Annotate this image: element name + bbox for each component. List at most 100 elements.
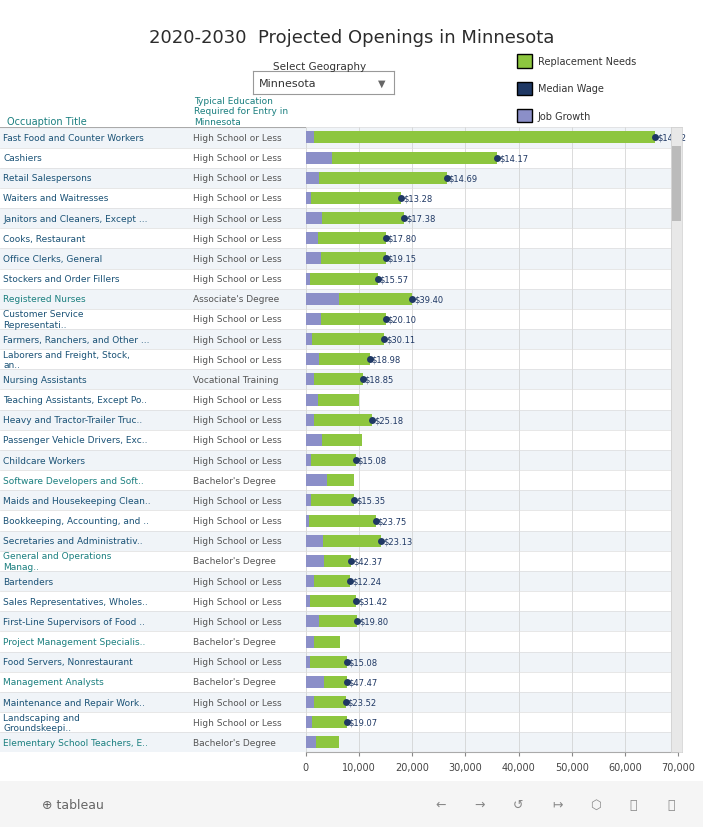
Text: High School or Less: High School or Less [193,657,281,667]
Bar [0,551,306,571]
Bar [321,253,386,265]
Bar [306,475,327,487]
Bar [306,531,678,551]
Text: High School or Less: High School or Less [193,214,281,223]
Text: Typical Education
Required for Entry in
Minnesota: Typical Education Required for Entry in … [194,97,288,127]
Text: High School or Less: High School or Less [193,718,281,727]
Bar [306,451,678,471]
Text: $30.11: $30.11 [386,335,415,344]
Bar [306,269,678,289]
Bar [322,213,404,225]
Bar [306,152,333,165]
Bar [0,652,306,672]
Bar [0,148,306,169]
Bar [0,169,306,189]
Text: $23.75: $23.75 [378,516,406,525]
Bar [306,213,322,225]
Bar [0,289,306,309]
Bar [306,350,678,370]
Text: Software Developers and Soft..: Software Developers and Soft.. [3,476,144,485]
Bar [306,410,678,430]
Text: Bachelor's Degree: Bachelor's Degree [193,738,276,747]
Bar [314,636,340,648]
Text: Heavy and Tractor-Trailer Truc..: Heavy and Tractor-Trailer Truc.. [3,416,142,425]
Text: Farmers, Ranchers, and Other ...: Farmers, Ranchers, and Other ... [3,335,150,344]
Text: High School or Less: High School or Less [193,194,281,203]
Bar [0,370,306,390]
Bar [0,632,306,652]
Bar [0,612,306,632]
Text: High School or Less: High School or Less [193,416,281,425]
Bar [306,455,311,466]
Text: $14.17: $14.17 [499,154,529,163]
Text: High School or Less: High School or Less [193,496,281,505]
Text: Cashiers: Cashiers [3,154,41,163]
Bar [306,591,678,612]
Bar [0,229,306,249]
Bar [306,289,678,309]
Text: Bachelor's Degree: Bachelor's Degree [193,638,276,646]
Bar [306,551,678,571]
Text: Elementary School Teachers, E..: Elementary School Teachers, E.. [3,738,148,747]
Bar [319,354,370,366]
Text: Bookkeeping, Accounting, and ..: Bookkeeping, Accounting, and .. [3,516,149,525]
Text: $20.10: $20.10 [387,315,416,324]
Bar [309,515,375,527]
Bar [309,656,347,668]
Bar [306,354,319,366]
Text: Management Analysts: Management Analysts [3,677,104,686]
Text: High School or Less: High School or Less [193,335,281,344]
Bar [306,249,678,269]
Text: $39.40: $39.40 [414,295,444,304]
Text: First-Line Supervisors of Food ..: First-Line Supervisors of Food .. [3,617,145,626]
Bar [0,249,306,269]
Bar [0,531,306,551]
Bar [306,273,309,285]
Text: ←: ← [436,798,446,810]
Text: $17.80: $17.80 [387,235,417,243]
Text: Stockers and Order Fillers: Stockers and Order Fillers [3,275,120,284]
Bar [314,132,655,144]
Bar [321,313,386,326]
Bar [306,414,314,426]
Text: Minnesota: Minnesota [259,79,316,88]
Bar [306,615,319,628]
Bar [0,571,306,591]
Bar [314,696,346,708]
Bar [306,309,678,330]
Bar [306,535,323,547]
Bar [306,672,678,692]
Bar [312,333,384,346]
Text: Project Management Specialis..: Project Management Specialis.. [3,638,146,646]
Bar [306,128,678,148]
Text: High School or Less: High School or Less [193,134,281,143]
Text: High School or Less: High School or Less [193,698,281,707]
Bar [323,535,382,547]
Text: Retail Salespersons: Retail Salespersons [3,174,91,183]
Bar [0,208,306,229]
Text: Median Wage: Median Wage [538,84,604,94]
Text: $18.98: $18.98 [372,356,401,365]
Text: Bartenders: Bartenders [3,577,53,586]
Text: Teaching Assistants, Except Po..: Teaching Assistants, Except Po.. [3,395,147,404]
Text: Maids and Housekeeping Clean..: Maids and Housekeeping Clean.. [3,496,150,505]
Text: High School or Less: High School or Less [193,255,281,264]
Bar [306,696,314,708]
Text: $23.52: $23.52 [347,698,377,707]
Bar [0,692,306,712]
Bar [306,253,321,265]
Bar [0,490,306,511]
Text: $17.38: $17.38 [406,214,436,223]
Bar [327,475,354,487]
Bar [306,656,309,668]
Text: $31.42: $31.42 [359,597,387,606]
Text: $19.15: $19.15 [387,255,416,264]
Text: Passenger Vehicle Drivers, Exc..: Passenger Vehicle Drivers, Exc.. [3,436,148,445]
Bar [319,615,357,628]
Text: High School or Less: High School or Less [193,174,281,183]
Text: $14.69: $14.69 [449,174,478,183]
Text: High School or Less: High School or Less [193,516,281,525]
Bar [314,414,373,426]
Bar [306,370,678,390]
Text: ⬛: ⬛ [629,798,637,810]
